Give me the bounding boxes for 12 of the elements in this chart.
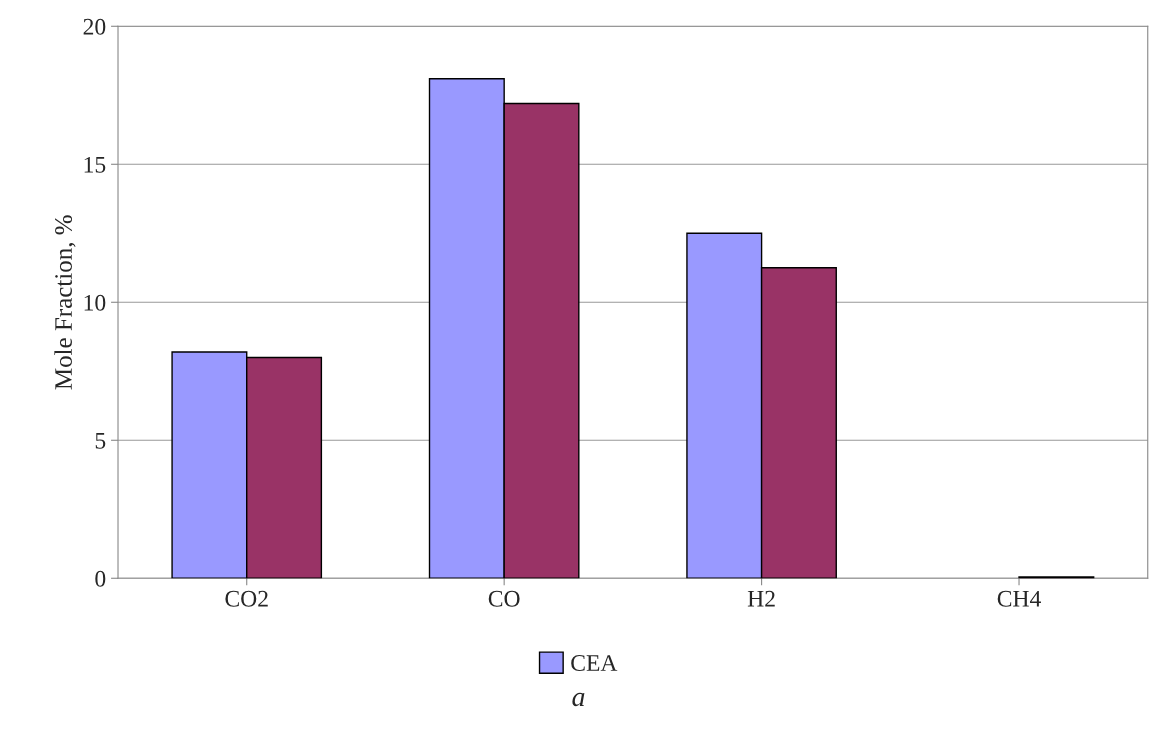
y-axis-title: Mole Fraction, % (54, 215, 76, 390)
x-tick-label: CH4 (997, 590, 1041, 607)
y-tick-label: 10 (84, 294, 106, 311)
y-tick-label: 5 (95, 433, 106, 449)
x-tick-label: CO2 (225, 590, 268, 607)
y-tick-label: 0 (95, 570, 106, 587)
x-tick-label: CO (488, 590, 520, 607)
text: a (572, 692, 585, 707)
y-tick-label: 20 (83, 18, 106, 35)
x-tick-label: H2 (747, 590, 775, 607)
legend-label: CEA (571, 655, 618, 671)
y-tick-label: 15 (84, 156, 106, 173)
